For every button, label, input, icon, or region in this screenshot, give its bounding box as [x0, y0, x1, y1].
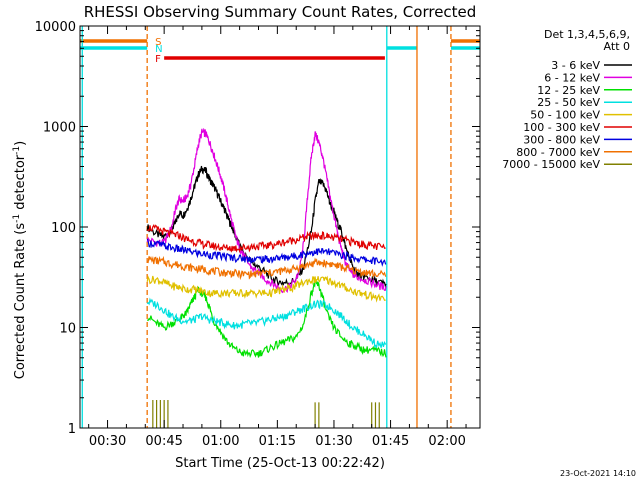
legend-label-8: 7000 - 15000 keV [502, 158, 600, 171]
x-tick-label-2: 01:00 [202, 434, 239, 449]
flag-label-s: S [155, 37, 161, 48]
legend-title-1: Att 0 [604, 40, 630, 53]
y-axis-label: Corrected Count Rate (s-1 detector-1) [12, 141, 28, 379]
axes: 1 10 100 1000 10000 00:30 00:45 01:00 01:15 01:30… [35, 20, 481, 449]
plot-area: SNF [80, 26, 480, 428]
series-line-5 [146, 223, 386, 254]
plot-frame [79, 25, 481, 429]
x-tick-label-1: 00:45 [145, 434, 182, 449]
y-tick-label-4: 10000 [35, 20, 76, 35]
legend-label-6: 300 - 800 keV [523, 133, 600, 146]
series-line-4 [146, 275, 386, 303]
date-stamp: 23-Oct-2021 14:10 [560, 469, 636, 478]
legend-label-5: 100 - 300 keV [523, 121, 600, 134]
legend-title-0: Det 1,3,4,5,6,9, [544, 28, 630, 41]
y-tick-label-2: 100 [51, 221, 76, 236]
x-tick-label-4: 01:30 [315, 434, 352, 449]
y-tick-label-1: 10 [59, 322, 76, 337]
series-line-7 [147, 255, 387, 281]
series-line-0 [146, 165, 387, 288]
legend-label-4: 50 - 100 keV [530, 109, 600, 122]
chart-title: RHESSI Observing Summary Count Rates, Co… [84, 3, 477, 21]
legend-label-7: 800 - 7000 keV [516, 146, 600, 159]
x-tick-label-6: 02:00 [428, 434, 465, 449]
y-tick-label-0: 1 [68, 422, 76, 437]
series-line-3 [146, 297, 387, 349]
flag-label-n: N [155, 44, 162, 55]
x-axis-label: Start Time (25-Oct-13 00:22:42) [175, 456, 385, 471]
x-tick-label-0: 00:30 [89, 434, 126, 449]
series-line-6 [146, 238, 387, 267]
legend-label-3: 25 - 50 keV [537, 96, 600, 109]
y-tick-label-3: 1000 [43, 121, 76, 136]
legend-label-1: 6 - 12 keV [544, 71, 600, 84]
legend-label-0: 3 - 6 keV [551, 59, 600, 72]
x-tick-label-3: 01:15 [259, 434, 296, 449]
x-tick-label-5: 01:45 [372, 434, 409, 449]
series-line-2 [146, 278, 387, 358]
legend-label-2: 12 - 25 keV [537, 84, 600, 97]
flag-label-f: F [155, 54, 161, 65]
